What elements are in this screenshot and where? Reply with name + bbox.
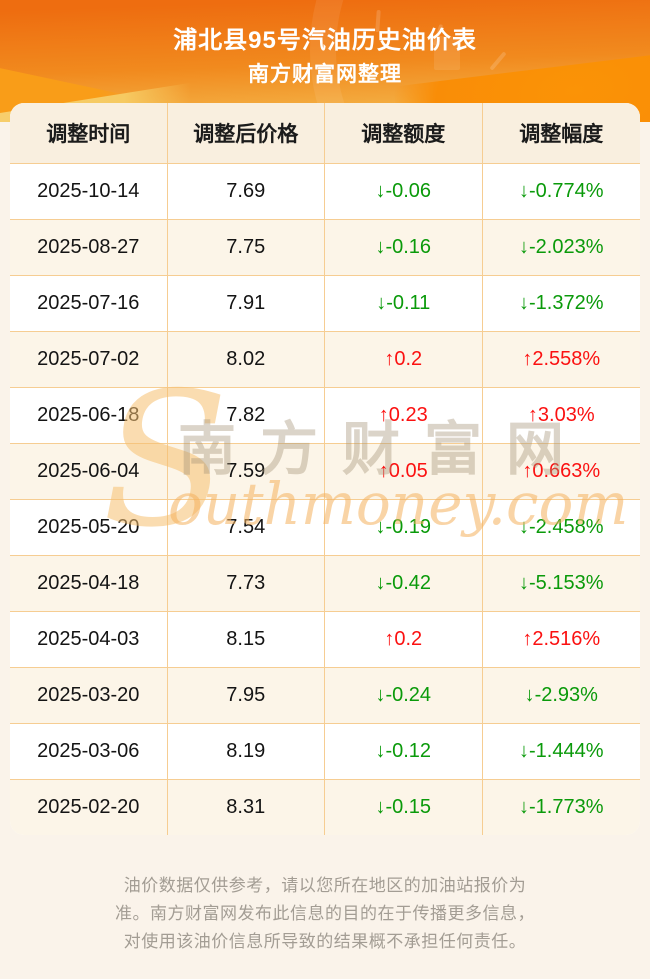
table-row: 2025-07-02 8.02 ↑0.2 ↑2.558% bbox=[10, 331, 640, 387]
table-row: 2025-07-16 7.91 ↓-0.11 ↓-1.372% bbox=[10, 275, 640, 331]
price-cell: 7.59 bbox=[168, 444, 325, 499]
table-row: 2025-05-20 7.54 ↓-0.19 ↓-2.458% bbox=[10, 499, 640, 555]
price-cell: 7.69 bbox=[168, 164, 325, 219]
table-row: 2025-06-04 7.59 ↑0.05 ↑0.663% bbox=[10, 443, 640, 499]
amount-cell: ↑0.05 bbox=[325, 444, 483, 499]
amount-cell: ↓-0.24 bbox=[325, 668, 483, 723]
date-cell: 2025-07-02 bbox=[10, 332, 168, 387]
date-cell: 2025-03-20 bbox=[10, 668, 168, 723]
price-cell: 8.31 bbox=[168, 780, 325, 835]
rate-cell: ↑3.03% bbox=[527, 404, 595, 426]
disclaimer-line: 对使用该油价信息所导致的结果概不承担任何责任。 bbox=[123, 932, 527, 951]
price-cell: 7.82 bbox=[168, 388, 325, 443]
price-cell: 7.73 bbox=[168, 556, 325, 611]
amount-cell: ↓-0.42 bbox=[325, 556, 483, 611]
amount-cell: ↓-0.15 bbox=[325, 780, 483, 835]
fuel-pump-icon bbox=[434, 36, 460, 70]
price-cell: 8.19 bbox=[168, 724, 325, 779]
date-cell: 2025-03-06 bbox=[10, 724, 168, 779]
date-cell: 2025-08-27 bbox=[10, 220, 168, 275]
table-row: 2025-03-20 7.95 ↓-0.24 ↓-2.93% bbox=[10, 667, 640, 723]
rate-cell: ↓-2.023% bbox=[519, 236, 604, 258]
date-cell: 2025-04-03 bbox=[10, 612, 168, 667]
table-row: 2025-02-20 8.31 ↓-0.15 ↓-1.773% bbox=[10, 779, 640, 835]
amount-cell: ↑0.23 bbox=[325, 388, 483, 443]
date-cell: 2025-07-16 bbox=[10, 276, 168, 331]
rate-cell: ↑2.516% bbox=[522, 628, 601, 650]
column-header-adjust-rate: 调整幅度 bbox=[519, 123, 604, 146]
table-row: 2025-04-03 8.15 ↑0.2 ↑2.516% bbox=[10, 611, 640, 667]
date-cell: 2025-06-18 bbox=[10, 388, 168, 443]
price-cell: 7.54 bbox=[168, 500, 325, 555]
column-header-adjust-time: 调整时间 bbox=[10, 103, 168, 163]
rate-cell: ↓-0.774% bbox=[519, 180, 604, 202]
disclaimer-line: 油价数据仅供参考，请以您所在地区的加油站报价为 bbox=[123, 876, 527, 895]
rate-cell: ↓-5.153% bbox=[519, 572, 604, 594]
date-cell: 2025-10-14 bbox=[10, 164, 168, 219]
header-banner: 浦北县95号汽油历史油价表 南方财富网整理 bbox=[0, 0, 650, 122]
column-header-price-after: 调整后价格 bbox=[168, 103, 325, 163]
date-cell: 2025-02-20 bbox=[10, 780, 168, 835]
table-row: 2025-06-18 7.82 ↑0.23 ↑3.03% bbox=[10, 387, 640, 443]
rate-cell: ↓-1.444% bbox=[519, 740, 604, 762]
column-header-adjust-amount: 调整额度 bbox=[325, 103, 483, 163]
amount-cell: ↓-0.11 bbox=[325, 276, 483, 331]
rate-cell: ↓-1.773% bbox=[519, 796, 604, 818]
rate-cell: ↓-2.458% bbox=[519, 516, 604, 538]
date-cell: 2025-05-20 bbox=[10, 500, 168, 555]
amount-cell: ↑0.2 bbox=[325, 332, 483, 387]
table-row: 2025-03-06 8.19 ↓-0.12 ↓-1.444% bbox=[10, 723, 640, 779]
table-body: 2025-10-14 7.69 ↓-0.06 ↓-0.774% 2025-08-27 7.… bbox=[10, 163, 640, 835]
date-cell: 2025-06-04 bbox=[10, 444, 168, 499]
amount-cell: ↓-0.12 bbox=[325, 724, 483, 779]
price-table: 调整时间 调整后价格 调整额度 调整幅度 2025-10-14 7.69 ↓-0.0… bbox=[10, 103, 640, 835]
table-header-row: 调整时间 调整后价格 调整额度 调整幅度 bbox=[10, 103, 640, 163]
table-row: 2025-04-18 7.73 ↓-0.42 ↓-5.153% bbox=[10, 555, 640, 611]
rate-cell: ↑0.663% bbox=[522, 460, 601, 482]
price-cell: 8.15 bbox=[168, 612, 325, 667]
amount-cell: ↓-0.16 bbox=[325, 220, 483, 275]
disclaimer: 油价数据仅供参考，请以您所在地区的加油站报价为 准。南方财富网发布此信息的目的在… bbox=[0, 872, 650, 956]
amount-cell: ↓-0.06 bbox=[325, 164, 483, 219]
page-subtitle: 南方财富网整理 bbox=[248, 63, 402, 86]
price-cell: 7.75 bbox=[168, 220, 325, 275]
page-title: 浦北县95号汽油历史油价表 bbox=[173, 27, 477, 54]
price-cell: 7.91 bbox=[168, 276, 325, 331]
price-cell: 7.95 bbox=[168, 668, 325, 723]
price-cell: 8.02 bbox=[168, 332, 325, 387]
disclaimer-line: 准。南方财富网发布此信息的目的在于传播更多信息， bbox=[115, 904, 535, 923]
date-cell: 2025-04-18 bbox=[10, 556, 168, 611]
rate-cell: ↓-2.93% bbox=[524, 684, 598, 706]
table-row: 2025-10-14 7.69 ↓-0.06 ↓-0.774% bbox=[10, 163, 640, 219]
rate-cell: ↓-1.372% bbox=[519, 292, 604, 314]
rate-cell: ↑2.558% bbox=[522, 348, 601, 370]
table-row: 2025-08-27 7.75 ↓-0.16 ↓-2.023% bbox=[10, 219, 640, 275]
amount-cell: ↓-0.19 bbox=[325, 500, 483, 555]
amount-cell: ↑0.2 bbox=[325, 612, 483, 667]
